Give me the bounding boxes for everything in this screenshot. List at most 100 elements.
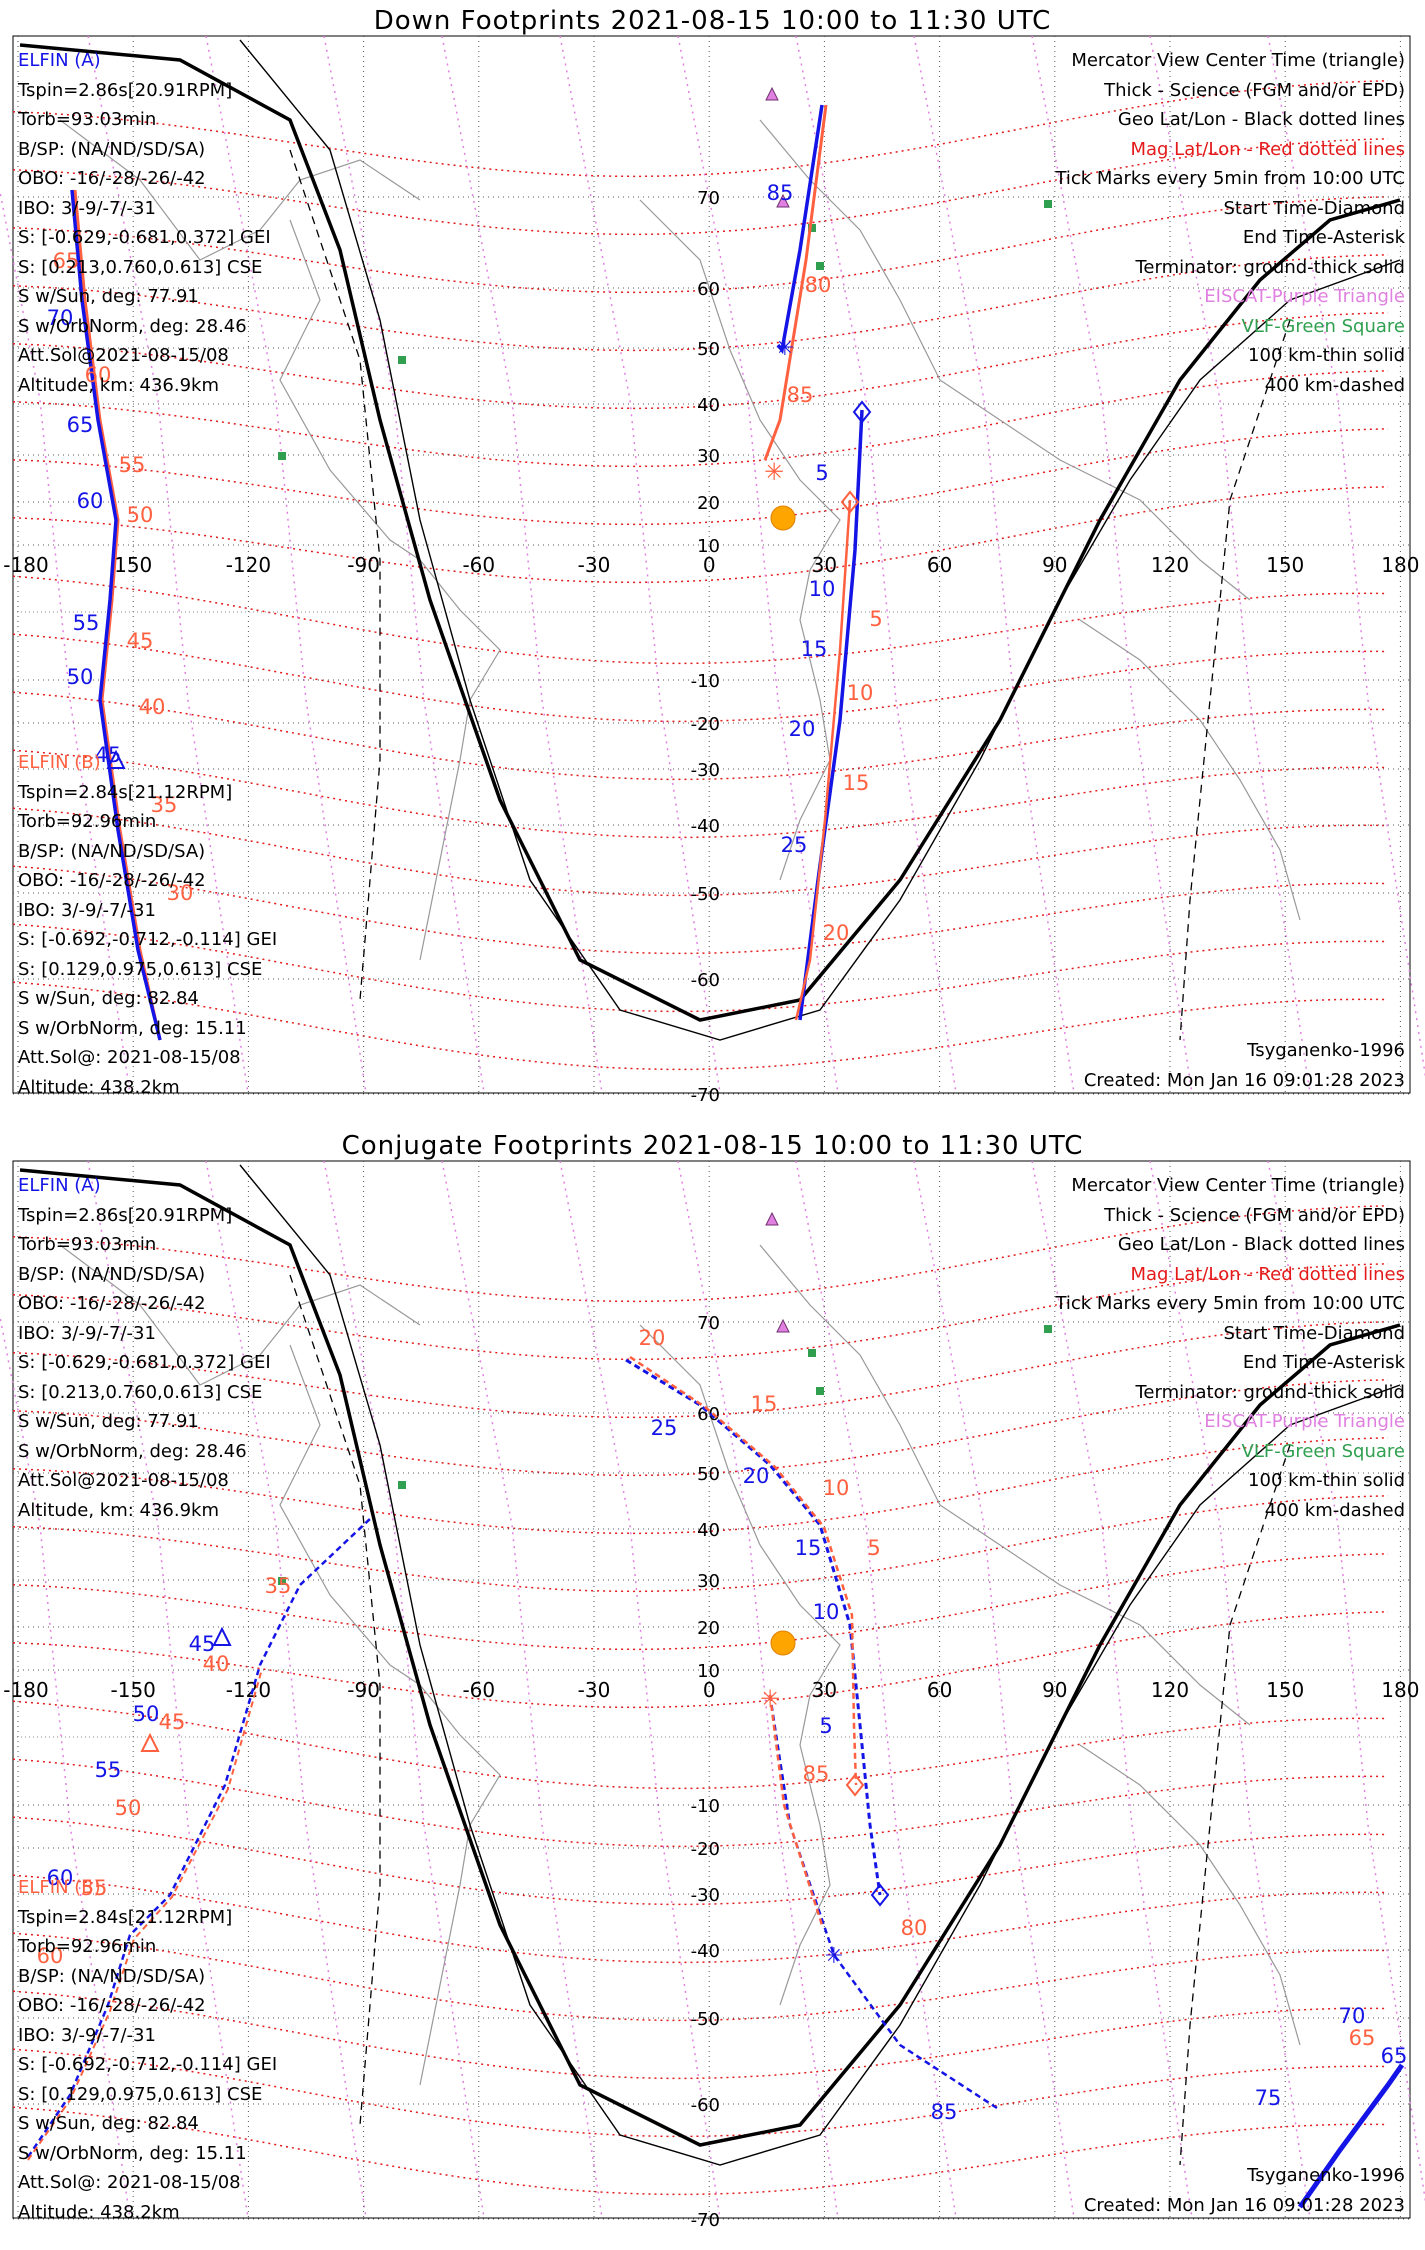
end-asterisk: ✳ xyxy=(760,1685,780,1713)
start-diamond xyxy=(870,1883,890,1907)
elfin-b-track-south xyxy=(794,499,852,1021)
lon-tick-label: -120 xyxy=(226,553,271,577)
eiscat-triangle xyxy=(776,193,790,208)
info-line: Torb=92.96min xyxy=(18,1936,157,1957)
lat-tick-label: -50 xyxy=(691,884,720,905)
lat-tick-label: 60 xyxy=(697,1404,720,1425)
lat-tick-label: -70 xyxy=(691,1085,720,1106)
info-line: IBO: 3/-9/-7/-31 xyxy=(18,197,156,219)
info-line: Torb=92.96min xyxy=(18,811,157,832)
coastline xyxy=(759,1244,1251,1726)
info-line: B/SP: (NA/ND/SD/SA) xyxy=(18,1965,206,1987)
tick-label: 30 xyxy=(167,881,194,905)
info-line: S: [0.213,0.760,0.613] CSE xyxy=(18,256,263,278)
start-diamond xyxy=(845,1773,865,1797)
elfin-a-info: ELFIN (A) Tspin=2.86s[20.91RPM] Torb=93.… xyxy=(18,46,271,400)
center-time-triangle xyxy=(140,1732,160,1752)
legend-item: 100 km-thin solid xyxy=(1248,1470,1405,1491)
elfin-a-info: ELFIN (A) Tspin=2.86s[20.91RPM] Torb=93.… xyxy=(18,1171,271,1525)
legend-item: VLF-Green Square xyxy=(1241,1440,1405,1462)
tick-label: 65 xyxy=(1349,2026,1376,2050)
lat-tick-label: 40 xyxy=(697,395,720,416)
info-line: Altitude, km: 436.9km xyxy=(18,1499,220,1521)
info-line: S w/Sun, deg: 82.84 xyxy=(18,988,199,1009)
mag-lat-line xyxy=(12,80,1389,178)
mag-lat-line xyxy=(12,1611,1389,1709)
coastline xyxy=(279,219,501,961)
terminator-400km xyxy=(289,1274,381,2126)
lon-tick-label: 60 xyxy=(927,1678,952,1702)
model-label: Tsyganenko-1996 xyxy=(1247,1040,1405,1061)
lat-tick-label: 50 xyxy=(697,339,720,360)
lat-tick-label: 20 xyxy=(697,493,720,514)
lon-tick-label: 90 xyxy=(1042,553,1067,577)
tick-label: 40 xyxy=(203,1652,230,1676)
vlf-square xyxy=(816,1387,824,1395)
tick-label: 60 xyxy=(37,1944,64,1968)
lat-tick-label: 30 xyxy=(697,446,720,467)
legend-item: Mag Lat/Lon - Red dotted lines xyxy=(1130,1263,1405,1285)
tick-label: 55 xyxy=(73,611,100,635)
lon-tick-label: 180 xyxy=(1381,1678,1419,1702)
lat-tick-label: -70 xyxy=(691,2210,720,2231)
lon-tick-label: 0 xyxy=(703,1678,716,1702)
lon-tick-label: 120 xyxy=(1151,553,1189,577)
lon-tick-label: 90 xyxy=(1042,1678,1067,1702)
terminator-ground xyxy=(19,1168,1401,2147)
mag-lat-line xyxy=(12,1495,1389,1593)
legend-item: Start Time-Diamond xyxy=(1223,1322,1405,1344)
coastline xyxy=(1079,1744,1301,2046)
lat-tick-label: 30 xyxy=(697,1571,720,1592)
info-line: IBO: 3/-9/-7/-31 xyxy=(18,899,156,921)
end-asterisk: ✳ xyxy=(764,458,784,486)
map-frame xyxy=(12,35,1411,1094)
mag-lat-line xyxy=(12,1553,1389,1651)
terminator-100km xyxy=(239,39,1401,1041)
legend-item: EISCAT-Purple Triangle xyxy=(1204,286,1405,307)
mag-lat-line xyxy=(12,370,1389,468)
vlf-square xyxy=(398,1481,406,1489)
lat-tick-label: -30 xyxy=(691,760,720,781)
legend-item: Geo Lat/Lon - Black dotted lines xyxy=(1117,109,1405,130)
info-line: S: [0.129,0.975,0.613] CSE xyxy=(18,2083,263,2105)
lat-tick-label: -60 xyxy=(691,2095,720,2116)
mag-lat-line xyxy=(12,1437,1389,1535)
info-line: S w/OrbNorm, deg: 28.46 xyxy=(18,315,247,337)
lat-tick-label: -40 xyxy=(691,816,720,837)
panel-title: Conjugate Footprints 2021-08-15 10:00 to… xyxy=(341,1131,1084,1161)
info-line: OBO: -16/-28/-26/-42 xyxy=(18,870,206,891)
coastline xyxy=(1079,619,1301,921)
tick-label: 25 xyxy=(781,833,808,857)
tick-label: 20 xyxy=(639,1326,666,1350)
legend-item: Mercator View Center Time (triangle) xyxy=(1071,50,1405,71)
elfin-b-info: ELFIN (B) Tspin=2.84s[21.12RPM] Torb=92.… xyxy=(18,748,277,1102)
lat-tick-label: -50 xyxy=(691,2009,720,2030)
elfin-a-track-south xyxy=(768,1694,1001,2112)
lat-tick-label: -20 xyxy=(691,714,720,735)
info-line: S: [0.213,0.760,0.613] CSE xyxy=(18,1381,263,1403)
info-line: OBO: -16/-28/-26/-42 xyxy=(18,1995,206,2016)
tick-label: 60 xyxy=(85,363,112,387)
info-line: S w/OrbNorm, deg: 15.11 xyxy=(18,2142,247,2164)
down-footprints-map: -180 150 -120 -90 -60 -30 0 30 60 90 120 150 180 70 60… xyxy=(0,35,1425,1106)
legend-item: Mag Lat/Lon - Red dotted lines xyxy=(1130,138,1405,160)
tick-label: 15 xyxy=(751,1392,778,1416)
lon-tick-label: 150 xyxy=(1266,553,1304,577)
elfin-b-track-south xyxy=(768,1694,824,1926)
elfin-b-label: ELFIN (B) xyxy=(18,1877,101,1898)
info-line: S w/Sun, deg: 77.91 xyxy=(18,1411,199,1432)
model-label: Tsyganenko-1996 xyxy=(1247,2165,1405,2186)
elfin-a-track-east xyxy=(776,104,824,355)
info-line: Att.Sol@: 2021-08-15/08 xyxy=(18,1047,241,1068)
elfin-b-track-east xyxy=(763,104,828,461)
mag-lat-line xyxy=(12,1263,1389,1361)
tick-label: 70 xyxy=(1339,2004,1366,2028)
lat-tick-label: 70 xyxy=(697,188,720,209)
elfin-b-info: ELFIN (B) Tspin=2.84s[21.12RPM] Torb=92.… xyxy=(18,1873,277,2227)
tick-label: 65 xyxy=(53,249,80,273)
tick-label: 70 xyxy=(47,306,74,330)
tick-label: 85 xyxy=(787,383,814,407)
tick-label: 45 xyxy=(159,1710,186,1734)
conjugate-footprints-map: -180 -150 -120 -90 -60 -30 0 30 60 90 120 150 180706… xyxy=(0,1160,1425,2231)
legend-item: EISCAT-Purple Triangle xyxy=(1204,1411,1405,1432)
